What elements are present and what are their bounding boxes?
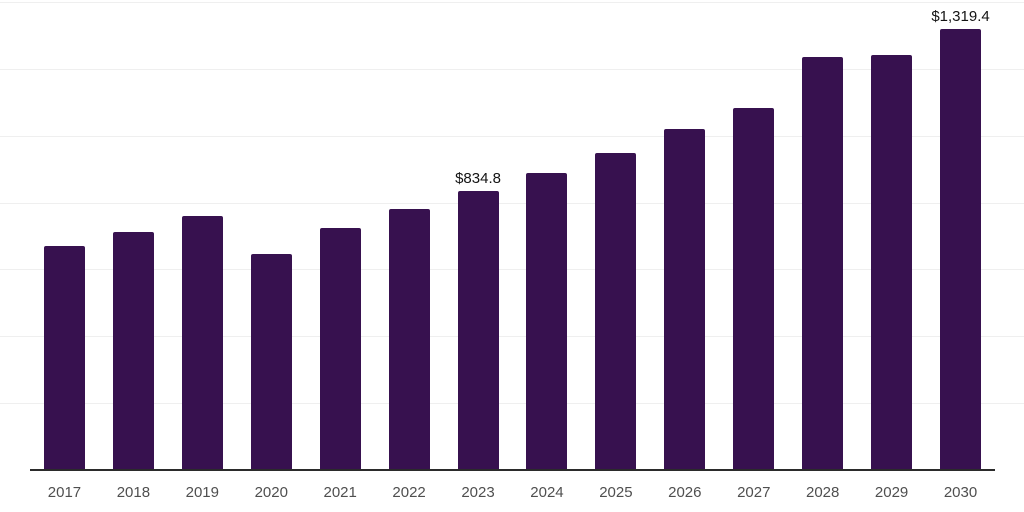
x-tick-label-2025: 2025 <box>599 484 633 501</box>
x-tick-label-2028: 2028 <box>805 484 840 501</box>
x-tick-label-2026: 2026 <box>668 484 702 501</box>
bar-2027 <box>733 107 775 470</box>
data-label-2023: $834.8 <box>455 169 501 187</box>
bar-2029 <box>871 55 913 470</box>
x-tick-label-2020: 2020 <box>254 484 288 501</box>
x-tick-label-2030: 2030 <box>943 484 978 501</box>
bar-2017 <box>43 246 85 470</box>
x-tick-label-2022: 2022 <box>392 484 426 501</box>
x-tick-label-2029: 2029 <box>874 484 909 501</box>
bar-2028 <box>802 57 844 470</box>
bar-2019 <box>181 215 223 470</box>
x-tick-label-2027: 2027 <box>737 484 771 501</box>
gridline <box>0 2 1024 3</box>
x-tick-label-2019: 2019 <box>185 484 219 501</box>
x-tick-label-2018: 2018 <box>116 484 151 501</box>
x-tick-label-2021: 2021 <box>323 484 357 501</box>
bar-2025 <box>595 153 637 470</box>
x-tick-label-2024: 2024 <box>530 484 564 501</box>
x-axis-line <box>30 469 995 471</box>
bar-2020 <box>250 253 292 470</box>
bar-2022 <box>388 208 430 470</box>
x-tick-label-2017: 2017 <box>47 484 82 501</box>
bar-2030 <box>940 28 982 470</box>
bar-2026 <box>664 129 706 470</box>
data-label-2030: $1,319.4 <box>931 7 990 25</box>
bar-2018 <box>112 231 154 470</box>
bar-2021 <box>319 228 361 470</box>
bar-2024 <box>526 172 568 470</box>
bar-2023 <box>457 190 499 470</box>
x-tick-label-2023: 2023 <box>461 484 495 501</box>
